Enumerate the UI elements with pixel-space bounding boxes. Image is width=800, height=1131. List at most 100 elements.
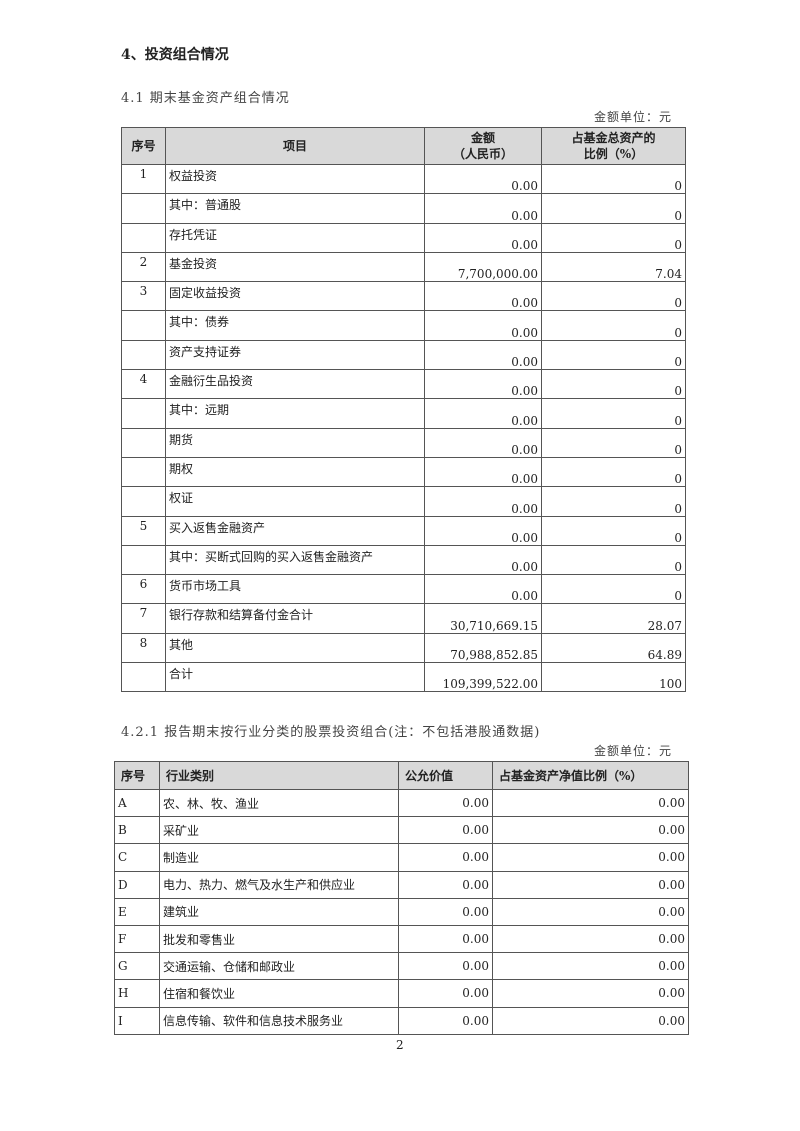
row-amount: 0.00 xyxy=(424,310,542,341)
row-seq: F xyxy=(114,924,160,954)
row-ratio: 0 xyxy=(541,281,686,312)
row-seq: 5 xyxy=(121,515,166,546)
row-seq xyxy=(121,486,166,517)
row-ratio: 100 xyxy=(541,662,686,693)
header-ratio: 占基金总资产的 比例（%） xyxy=(541,127,686,165)
header-nav-ratio: 占基金资产净值比例（%） xyxy=(492,761,689,790)
row-nav-ratio: 0.00 xyxy=(492,788,689,818)
row-item: 其中：买断式回购的买入返售金融资产 xyxy=(165,544,425,576)
row-seq: H xyxy=(114,979,160,1008)
header-item: 项目 xyxy=(165,127,425,165)
table-row: 其中：普通股 0.00 0 xyxy=(121,193,686,224)
row-seq: D xyxy=(114,870,160,899)
industry-portfolio-table: 序号 行业类别 公允价值 占基金资产净值比例（%） A 农、林、牧、渔业 0.00 0… xyxy=(114,761,689,1035)
table-row: 期货 0.00 0 xyxy=(121,427,686,458)
row-industry: 批发和零售业 xyxy=(159,924,399,954)
row-seq xyxy=(121,544,166,576)
table-row: 2 基金投资 7,700,000.00 7.04 xyxy=(121,251,686,283)
row-item: 其中：债券 xyxy=(165,310,425,341)
row-nav-ratio: 0.00 xyxy=(492,816,689,845)
row-industry: 采矿业 xyxy=(159,816,399,845)
table-row: E 建筑业 0.00 0.00 xyxy=(114,897,689,926)
row-industry: 建筑业 xyxy=(159,897,399,926)
table-row: A 农、林、牧、渔业 0.00 0.00 xyxy=(114,788,689,818)
row-seq xyxy=(121,662,166,693)
row-seq: 2 xyxy=(121,251,166,283)
table-header-row: 序号 项目 金额 （人民币） 占基金总资产的 比例（%） xyxy=(121,127,686,165)
row-seq: 7 xyxy=(121,603,166,634)
row-amount: 109,399,522.00 xyxy=(424,662,542,693)
row-ratio: 0 xyxy=(541,398,686,429)
row-fair-value: 0.00 xyxy=(398,924,493,954)
row-nav-ratio: 0.00 xyxy=(492,952,689,981)
row-item: 资产支持证券 xyxy=(165,339,425,371)
table-row: D 电力、热力、燃气及水生产和供应业 0.00 0.00 xyxy=(114,870,689,899)
row-ratio: 0 xyxy=(541,310,686,341)
row-item: 期货 xyxy=(165,427,425,458)
row-seq xyxy=(121,222,166,253)
row-amount: 0.00 xyxy=(424,163,542,195)
row-fair-value: 0.00 xyxy=(398,816,493,845)
table-row: B 采矿业 0.00 0.00 xyxy=(114,816,689,845)
table-row: 资产支持证券 0.00 0 xyxy=(121,339,686,371)
amount-unit-note: 金额单位：元 xyxy=(594,110,673,124)
row-ratio: 0 xyxy=(541,369,686,400)
row-item: 基金投资 xyxy=(165,251,425,283)
row-item: 固定收益投资 xyxy=(165,281,425,312)
table-row: I 信息传输、软件和信息技术服务业 0.00 0.00 xyxy=(114,1006,689,1035)
amount-unit-note-2: 金额单位：元 xyxy=(594,744,673,758)
row-amount: 0.00 xyxy=(424,574,542,605)
header-amount: 金额 （人民币） xyxy=(424,127,542,165)
table-row: H 住宿和餐饮业 0.00 0.00 xyxy=(114,979,689,1008)
row-amount: 0.00 xyxy=(424,486,542,517)
row-item: 买入返售金融资产 xyxy=(165,515,425,546)
row-item: 货币市场工具 xyxy=(165,574,425,605)
table-row: 权证 0.00 0 xyxy=(121,486,686,517)
row-item: 合计 xyxy=(165,662,425,693)
row-nav-ratio: 0.00 xyxy=(492,843,689,872)
row-ratio: 0 xyxy=(541,515,686,546)
asset-portfolio-title: 4.1 期末基金资产组合情况 xyxy=(121,91,290,106)
row-ratio: 0 xyxy=(541,456,686,488)
row-seq: C xyxy=(114,843,160,872)
row-item: 权益投资 xyxy=(165,163,425,195)
row-ratio: 0 xyxy=(541,193,686,224)
header-industry: 行业类别 xyxy=(159,761,399,790)
row-amount: 7,700,000.00 xyxy=(424,251,542,283)
industry-portfolio-title: 4.2.1 报告期末按行业分类的股票投资组合(注：不包括港股通数据) xyxy=(121,725,541,740)
table-row: 3 固定收益投资 0.00 0 xyxy=(121,281,686,312)
row-amount: 70,988,852.85 xyxy=(424,632,542,664)
row-seq: 4 xyxy=(121,369,166,400)
row-seq: G xyxy=(114,952,160,981)
row-nav-ratio: 0.00 xyxy=(492,979,689,1008)
header-fair-value: 公允价值 xyxy=(398,761,493,790)
row-item: 银行存款和结算备付金合计 xyxy=(165,603,425,634)
row-ratio: 0 xyxy=(541,339,686,371)
row-item: 其中：普通股 xyxy=(165,193,425,224)
table-row: 1 权益投资 0.00 0 xyxy=(121,163,686,195)
row-seq: 3 xyxy=(121,281,166,312)
row-seq xyxy=(121,456,166,488)
row-seq xyxy=(121,398,166,429)
table-row: 7 银行存款和结算备付金合计 30,710,669.15 28.07 xyxy=(121,603,686,634)
row-fair-value: 0.00 xyxy=(398,952,493,981)
header-seq: 序号 xyxy=(114,761,160,790)
row-ratio: 0 xyxy=(541,544,686,576)
row-fair-value: 0.00 xyxy=(398,1006,493,1035)
table-row: 6 货币市场工具 0.00 0 xyxy=(121,574,686,605)
row-seq: 1 xyxy=(121,163,166,195)
table-row: 4 金融衍生品投资 0.00 0 xyxy=(121,369,686,400)
table-row: 8 其他 70,988,852.85 64.89 xyxy=(121,632,686,664)
row-item: 其他 xyxy=(165,632,425,664)
row-amount: 0.00 xyxy=(424,398,542,429)
row-item: 其中：远期 xyxy=(165,398,425,429)
row-seq: I xyxy=(114,1006,160,1035)
header-seq: 序号 xyxy=(121,127,166,165)
row-nav-ratio: 0.00 xyxy=(492,1006,689,1035)
table-row: 存托凭证 0.00 0 xyxy=(121,222,686,253)
row-fair-value: 0.00 xyxy=(398,788,493,818)
row-amount: 0.00 xyxy=(424,193,542,224)
row-nav-ratio: 0.00 xyxy=(492,924,689,954)
row-industry: 农、林、牧、渔业 xyxy=(159,788,399,818)
